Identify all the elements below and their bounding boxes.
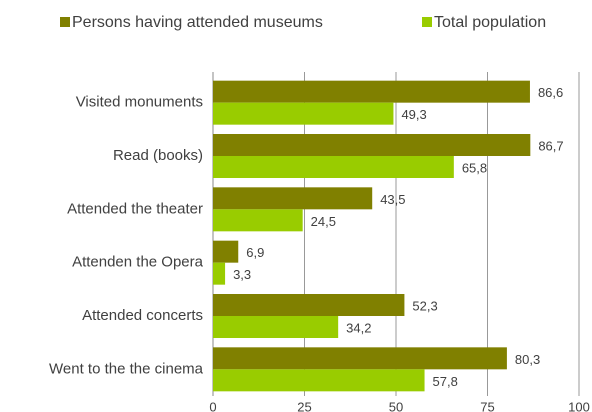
value-label: 3,3	[233, 267, 251, 282]
bar	[213, 134, 531, 156]
category-label: Read (books)	[113, 147, 203, 164]
bar	[213, 316, 339, 338]
value-label: 52,3	[412, 298, 437, 313]
category-label: Attenden the Opera	[72, 254, 204, 271]
value-label: 34,2	[346, 320, 371, 335]
bar	[213, 262, 226, 285]
x-tick-label: 50	[389, 399, 403, 412]
value-label: 49,3	[401, 107, 426, 122]
legend-swatch	[422, 17, 432, 27]
category-label: Visited monuments	[76, 94, 203, 111]
bar	[213, 209, 303, 232]
value-label: 86,7	[538, 138, 563, 153]
legend-label: Persons having attended museums	[72, 14, 323, 31]
bar	[213, 294, 405, 316]
value-label: 86,6	[538, 85, 563, 100]
category-label: Attended the theater	[67, 200, 203, 217]
legend-swatch	[60, 17, 70, 27]
value-label: 43,5	[380, 192, 405, 207]
category-label: Went to the the cinema	[49, 360, 204, 377]
bar	[213, 240, 239, 263]
bar	[213, 187, 373, 210]
category-label: Attended concerts	[82, 307, 203, 324]
value-label: 80,3	[515, 352, 540, 367]
value-label: 65,8	[462, 160, 487, 175]
value-label: 24,5	[311, 214, 336, 229]
legend-label: Total population	[434, 14, 546, 31]
bar	[213, 102, 394, 125]
bar	[213, 369, 425, 392]
bar	[213, 156, 454, 178]
x-tick-label: 0	[209, 399, 216, 412]
x-tick-label: 75	[480, 399, 494, 412]
value-label: 57,8	[433, 374, 458, 389]
bar	[213, 347, 507, 370]
x-tick-label: 25	[297, 399, 311, 412]
x-tick-label: 100	[568, 399, 590, 412]
value-label: 6,9	[246, 245, 264, 260]
bar	[213, 80, 530, 103]
